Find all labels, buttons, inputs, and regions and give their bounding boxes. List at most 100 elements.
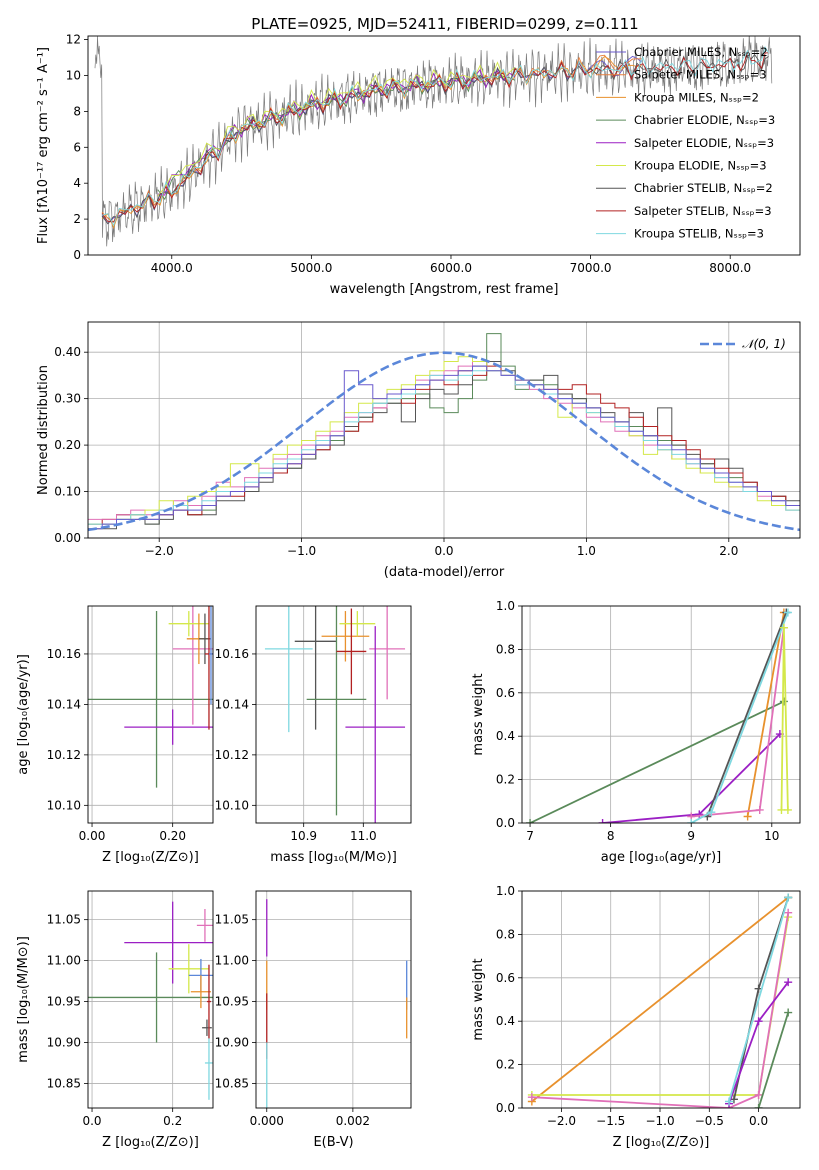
panel-mass_vs_Z: 0.0 0.2 10.85 10.90 10.95 11.00 11.05 Z [log₁₀(… <box>16 890 214 1150</box>
plot-area <box>266 899 408 1108</box>
legend-entry: Chabrier ELODIE, Nₛₛₚ=3 <box>634 113 775 127</box>
legend-entry: Salpeter ELODIE, Nₛₛₚ=3 <box>634 136 774 150</box>
model-spectrum-line <box>101 45 769 227</box>
x-axis-label: age [log₁₀(age/yr)] <box>601 850 722 865</box>
plot-area <box>88 901 213 1100</box>
y-tick-label: 0.6 <box>496 971 515 985</box>
legend-entry: Kroupa MILES, Nₛₛₚ=2 <box>634 90 759 104</box>
x-tick-label: −0.5 <box>695 1114 724 1128</box>
axes-frame <box>87 321 801 539</box>
y-tick-label: 10.95 <box>47 995 81 1009</box>
weight-marker <box>754 1090 763 1099</box>
legend-entry: Kroupa ELODIE, Nₛₛₚ=3 <box>634 159 767 173</box>
x-tick-label: −1.5 <box>596 1114 625 1128</box>
weight-marker <box>527 1093 536 1102</box>
x-tick-label: 0.0 <box>749 1114 768 1128</box>
model-spectrum-line <box>157 61 516 197</box>
x-tick-label: 0.20 <box>159 829 186 843</box>
weight-line <box>531 896 789 1103</box>
panel-mass_vs_ebv: 0.000 0.002 10.85 10.90 10.95 11.00 11.05 E(B-V… <box>215 890 412 1150</box>
weight-line <box>757 1012 790 1108</box>
y-tick-label: 0.0 <box>496 1101 515 1115</box>
weight-marker <box>784 978 793 987</box>
y-tick-label: 11.00 <box>215 954 249 968</box>
y-tick-label: 10.16 <box>215 647 249 661</box>
x-tick-label: 1.0 <box>577 544 596 558</box>
y-tick-label: 0.8 <box>496 642 515 656</box>
x-tick-label: 0.00 <box>79 829 106 843</box>
normal-curve <box>88 351 800 532</box>
weight-line <box>728 897 790 1102</box>
y-tick-label: 0.6 <box>496 686 515 700</box>
legend: Chabrier MILES, Nₛₛₚ=2 Salpeter MILES, Nₛ… <box>596 45 775 241</box>
y-tick-label: 0.30 <box>54 392 81 406</box>
y-axis-label: mass weight <box>471 958 486 1040</box>
axes-frame <box>255 605 412 824</box>
weight-line <box>780 627 789 811</box>
y-tick-label: 11.00 <box>47 954 81 968</box>
x-tick-label: 4000.0 <box>151 261 193 275</box>
y-tick-label: 10.90 <box>215 1035 249 1049</box>
weight-marker <box>784 1008 793 1017</box>
y-tick-label: 8 <box>73 104 81 118</box>
x-axis-label: E(B-V) <box>313 1135 353 1150</box>
x-tick-label: 10.9 <box>290 829 317 843</box>
weight-marker <box>783 608 792 617</box>
y-tick-label: 10.95 <box>215 995 249 1009</box>
plot-area <box>88 333 800 538</box>
y-tick-label: 10.14 <box>215 697 249 711</box>
plot-area <box>527 893 793 1108</box>
y-tick-label: 10.14 <box>47 697 81 711</box>
y-tick-label: 0.2 <box>496 1058 515 1072</box>
plot-area <box>88 606 213 788</box>
panel-weight_vs_Z: −2.0 −1.5 −1.0 −0.5 0.0 0.0 0.2 0.4 0.6 0.8 1.0 Z [… <box>471 884 801 1150</box>
weight-line <box>746 612 785 817</box>
y-tick-label: 10 <box>66 68 81 82</box>
legend-entry: Salpeter MILES, Nₛₛₚ=3 <box>634 68 767 82</box>
x-tick-label: 10 <box>764 829 779 843</box>
y-tick-label: 0.2 <box>496 773 515 787</box>
y-tick-label: 0.4 <box>496 729 515 743</box>
x-axis-label: Z [log₁₀(Z/Z⊙)] <box>102 1135 199 1150</box>
y-tick-label: 10.85 <box>215 1076 249 1090</box>
x-tick-label: 0.002 <box>336 1114 370 1128</box>
x-tick-label: 0.000 <box>250 1114 284 1128</box>
x-tick-label: 0.0 <box>82 1114 101 1128</box>
y-axis-label: Flux [fλ10⁻¹⁷ erg cm⁻² s⁻¹ A⁻¹] <box>36 47 51 244</box>
x-tick-label: 8 <box>607 829 615 843</box>
model-spectrum-line <box>157 68 516 196</box>
y-axis-label: Normed distribution <box>36 365 51 495</box>
y-tick-label: 0.10 <box>54 485 81 499</box>
weight-marker <box>526 819 535 823</box>
legend-entry: Salpeter STELIB, Nₛₛₚ=3 <box>634 204 772 218</box>
axes-frame <box>255 890 412 1109</box>
x-tick-label: −2.0 <box>547 1114 576 1128</box>
y-tick-label: 0.8 <box>496 927 515 941</box>
panel-weight_vs_age: 7 8 9 10 0.0 0.2 0.4 0.6 0.8 1.0 age [log₁₀(age/yr… <box>471 599 801 865</box>
x-tick-label: 9 <box>687 829 695 843</box>
weight-marker <box>598 819 607 823</box>
x-tick-label: 8000.0 <box>709 261 751 275</box>
y-tick-label: 10.16 <box>47 647 81 661</box>
x-tick-label: −1.0 <box>287 544 316 558</box>
x-tick-label: −1.0 <box>645 1114 674 1128</box>
y-tick-label: 2 <box>73 212 81 226</box>
weight-marker <box>687 819 696 823</box>
y-axis-label: mass [log₁₀(M/M⊙)] <box>16 936 31 1063</box>
weight-marker <box>707 808 716 817</box>
x-tick-label: 2.0 <box>719 544 738 558</box>
y-tick-label: 1.0 <box>496 599 515 613</box>
panel-spectrum: 4000.0 5000.0 6000.0 7000.0 8000.0 0 2 4 6 8 10 12 w… <box>36 33 801 297</box>
y-tick-label: 10.12 <box>47 748 81 762</box>
weight-marker <box>784 893 793 902</box>
model-spectrum-line <box>157 72 516 201</box>
y-tick-label: 0.4 <box>496 1014 515 1028</box>
x-axis-label: Z [log₁₀(Z/Z⊙)] <box>102 850 199 865</box>
weight-line <box>529 700 785 823</box>
y-tick-label: 4 <box>73 176 81 190</box>
histogram-step <box>88 365 800 538</box>
y-tick-label: 1.0 <box>496 884 515 898</box>
panel-age_vs_Z: 0.00 0.20 10.10 10.12 10.14 10.16 Z [log₁₀(Z/Z… <box>16 605 214 865</box>
y-tick-label: 10.85 <box>47 1076 81 1090</box>
